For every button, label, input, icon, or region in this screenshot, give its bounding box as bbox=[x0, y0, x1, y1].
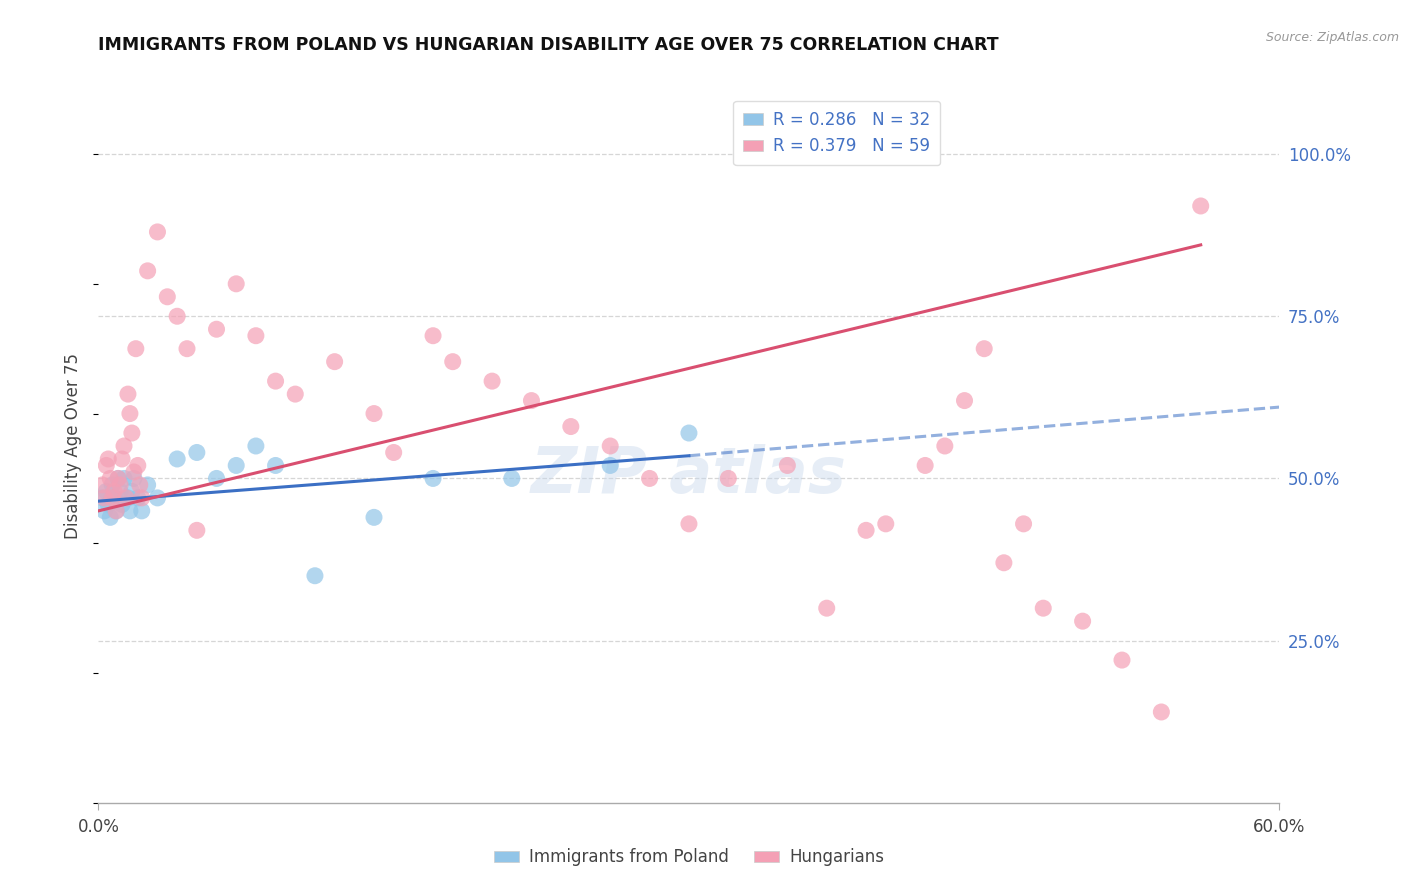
Point bbox=[1012, 516, 1035, 531]
Point bbox=[98, 510, 121, 524]
Point bbox=[264, 458, 287, 473]
Point bbox=[115, 491, 138, 505]
Point bbox=[815, 601, 838, 615]
Text: IMMIGRANTS FROM POLAND VS HUNGARIAN DISABILITY AGE OVER 75 CORRELATION CHART: IMMIGRANTS FROM POLAND VS HUNGARIAN DISA… bbox=[98, 36, 1000, 54]
Point bbox=[118, 504, 141, 518]
Point bbox=[363, 407, 385, 421]
Point bbox=[205, 322, 228, 336]
Point bbox=[93, 491, 115, 505]
Point bbox=[225, 277, 247, 291]
Point bbox=[111, 452, 134, 467]
Point bbox=[855, 524, 877, 538]
Point bbox=[481, 374, 503, 388]
Point bbox=[186, 445, 208, 459]
Point bbox=[245, 439, 267, 453]
Point bbox=[107, 471, 129, 485]
Point bbox=[101, 491, 124, 505]
Point bbox=[776, 458, 799, 473]
Point bbox=[98, 471, 121, 485]
Point bbox=[245, 328, 267, 343]
Point bbox=[97, 497, 120, 511]
Point bbox=[103, 491, 125, 505]
Point bbox=[1189, 199, 1212, 213]
Point bbox=[136, 264, 159, 278]
Point bbox=[914, 458, 936, 473]
Point bbox=[91, 491, 114, 505]
Point bbox=[1150, 705, 1173, 719]
Text: ZIP atlas: ZIP atlas bbox=[531, 443, 846, 506]
Point bbox=[146, 491, 169, 505]
Point bbox=[599, 439, 621, 453]
Point bbox=[422, 328, 444, 343]
Point bbox=[108, 478, 131, 492]
Point bbox=[264, 374, 287, 388]
Point bbox=[105, 504, 128, 518]
Point bbox=[108, 484, 131, 499]
Point bbox=[107, 471, 129, 485]
Point bbox=[953, 393, 976, 408]
Text: Source: ZipAtlas.com: Source: ZipAtlas.com bbox=[1265, 31, 1399, 45]
Point bbox=[105, 504, 128, 518]
Point bbox=[520, 393, 543, 408]
Point bbox=[501, 471, 523, 485]
Point bbox=[121, 425, 143, 440]
Point bbox=[131, 504, 153, 518]
Point bbox=[125, 342, 148, 356]
Point bbox=[122, 465, 145, 479]
Point bbox=[225, 458, 247, 473]
Point bbox=[127, 491, 149, 505]
Point bbox=[176, 342, 198, 356]
Point bbox=[1111, 653, 1133, 667]
Point bbox=[127, 458, 149, 473]
Point bbox=[103, 484, 125, 499]
Point bbox=[973, 342, 995, 356]
Point bbox=[112, 471, 135, 485]
Point bbox=[560, 419, 582, 434]
Point bbox=[91, 478, 114, 492]
Point bbox=[186, 524, 208, 538]
Point bbox=[111, 497, 134, 511]
Point bbox=[422, 471, 444, 485]
Point bbox=[93, 504, 115, 518]
Point bbox=[993, 556, 1015, 570]
Point bbox=[382, 445, 405, 459]
Point bbox=[717, 471, 740, 485]
Point bbox=[205, 471, 228, 485]
Point bbox=[1071, 614, 1094, 628]
Point bbox=[96, 484, 118, 499]
Point bbox=[118, 407, 141, 421]
Point bbox=[122, 471, 145, 485]
Point bbox=[131, 491, 153, 505]
Point bbox=[304, 568, 326, 582]
Point bbox=[117, 387, 139, 401]
Point bbox=[599, 458, 621, 473]
Point bbox=[136, 478, 159, 492]
Point bbox=[638, 471, 661, 485]
Point bbox=[875, 516, 897, 531]
Point bbox=[121, 484, 143, 499]
Point bbox=[1032, 601, 1054, 615]
Point bbox=[166, 310, 188, 324]
Point bbox=[146, 225, 169, 239]
Point bbox=[128, 478, 150, 492]
Point bbox=[934, 439, 956, 453]
Point bbox=[96, 458, 118, 473]
Legend: Immigrants from Poland, Hungarians: Immigrants from Poland, Hungarians bbox=[488, 842, 890, 873]
Point bbox=[284, 387, 307, 401]
Point bbox=[117, 491, 139, 505]
Point bbox=[156, 290, 179, 304]
Point bbox=[97, 452, 120, 467]
Point bbox=[323, 354, 346, 368]
Point bbox=[678, 425, 700, 440]
Point bbox=[112, 439, 135, 453]
Point bbox=[678, 516, 700, 531]
Point bbox=[363, 510, 385, 524]
Point bbox=[166, 452, 188, 467]
Point bbox=[101, 478, 124, 492]
Point bbox=[441, 354, 464, 368]
Y-axis label: Disability Age Over 75: Disability Age Over 75 bbox=[65, 353, 83, 539]
